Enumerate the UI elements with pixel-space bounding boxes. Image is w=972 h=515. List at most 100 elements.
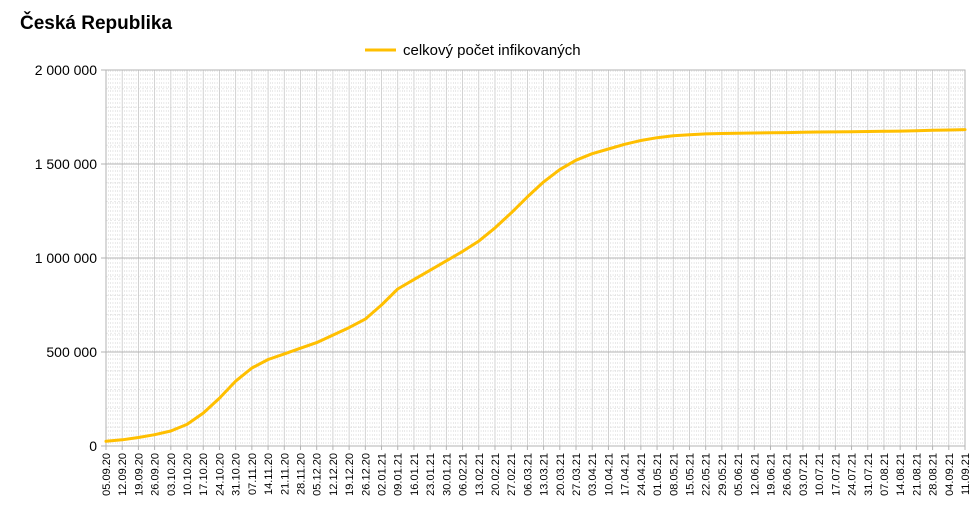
x-tick-label: 12.06.21	[749, 453, 761, 496]
x-tick-label: 30.01.21	[441, 453, 453, 496]
data-point	[640, 139, 642, 142]
x-tick-label: 26.09.20	[150, 453, 162, 496]
data-point	[704, 133, 707, 135]
x-tick-label: 28.11.20	[295, 453, 307, 495]
data-point	[559, 168, 561, 171]
data-point	[964, 128, 966, 131]
x-tick-label: 17.04.21	[620, 453, 632, 496]
data-point	[737, 132, 739, 134]
x-tick-label: 13.03.21	[539, 453, 551, 496]
data-point	[818, 131, 820, 133]
x-tick-label: 05.12.20	[312, 453, 324, 496]
x-tick-label: 28.08.21	[928, 453, 940, 496]
x-tick-label: 26.06.21	[782, 453, 794, 496]
data-point	[234, 380, 237, 382]
data-point	[623, 143, 626, 146]
data-point	[218, 397, 221, 399]
data-point	[899, 130, 901, 132]
chart-title: Česká Republika	[20, 12, 172, 34]
x-tick-label: 10.04.21	[603, 453, 615, 496]
data-point	[251, 367, 253, 369]
data-point	[721, 132, 723, 135]
data-point	[883, 130, 885, 133]
series-line	[104, 128, 967, 443]
x-tick-label: 03.10.20	[166, 453, 178, 496]
x-tick-label: 21.11.20	[279, 453, 291, 495]
x-tick-label: 01.05.21	[652, 453, 664, 496]
x-tick-label: 19.09.20	[133, 453, 145, 496]
data-point	[510, 212, 512, 214]
x-tick-label: 17.07.21	[830, 453, 842, 496]
y-tick-label: 500 000	[46, 344, 97, 360]
data-point	[672, 135, 675, 137]
data-point	[267, 358, 269, 361]
data-point	[542, 181, 545, 183]
y-tick-label: 0	[89, 438, 97, 454]
y-tick-label: 1 000 000	[35, 250, 97, 266]
x-tick-label: 24.04.21	[636, 453, 648, 496]
data-point	[332, 334, 334, 336]
x-tick-label: 03.04.21	[587, 453, 599, 496]
data-point	[186, 423, 188, 426]
data-point	[834, 131, 837, 133]
data-point	[915, 129, 918, 132]
x-tick-label: 06.03.21	[522, 453, 534, 496]
data-point	[866, 130, 869, 133]
y-tick-label: 2 000 000	[35, 62, 97, 78]
x-tick-label: 07.11.20	[247, 453, 259, 495]
x-tick-label: 20.02.21	[490, 453, 502, 496]
data-point	[494, 227, 496, 229]
x-tick-label: 14.11.20	[263, 453, 275, 495]
x-tick-label: 07.08.21	[879, 453, 891, 496]
data-point	[769, 131, 772, 134]
x-tick-label: 22.05.21	[701, 453, 713, 496]
x-tick-label: 04.09.21	[944, 453, 956, 496]
data-point	[947, 129, 950, 131]
x-tick-label: 02.01.21	[377, 453, 389, 496]
data-point	[656, 136, 658, 139]
grid-minor-horizontal	[106, 88, 965, 428]
data-point	[850, 130, 853, 133]
x-tick-label: 21.08.21	[911, 453, 923, 496]
y-tick-label: 1 500 000	[35, 156, 97, 172]
x-tick-label: 31.10.20	[231, 453, 243, 496]
data-point	[121, 438, 124, 441]
x-tick-label: 06.02.21	[458, 453, 470, 496]
x-tick-label: 24.10.20	[214, 453, 226, 496]
x-tick-label: 20.03.21	[555, 453, 567, 496]
data-point	[380, 304, 383, 306]
data-point	[299, 347, 302, 350]
data-point	[364, 318, 367, 320]
data-point	[753, 132, 756, 134]
x-tick-label: 12.12.20	[328, 453, 340, 496]
x-tick-label: 24.07.21	[847, 453, 859, 496]
data-point	[315, 341, 318, 344]
x-tick-label: 05.09.20	[101, 453, 113, 496]
x-tick-label: 31.07.21	[863, 453, 875, 496]
data-point	[137, 436, 140, 439]
data-point	[283, 353, 286, 355]
x-tick-label: 03.07.21	[798, 453, 810, 496]
y-axis: 0 500 000 1 000 000 1 500 000 2 000 000	[35, 62, 106, 454]
data-point	[931, 129, 934, 132]
x-tick-label: 10.07.21	[814, 453, 826, 496]
data-point	[105, 440, 107, 443]
x-tick-label: 10.10.20	[182, 453, 194, 496]
x-tick-label: 13.02.21	[474, 453, 486, 496]
data-point	[348, 326, 350, 329]
data-point	[575, 159, 577, 162]
data-point	[170, 430, 172, 432]
x-tick-label: 17.10.20	[198, 453, 210, 496]
data-point	[591, 152, 594, 155]
x-tick-label: 12.09.20	[117, 453, 129, 496]
x-tick-label: 27.03.21	[571, 453, 583, 496]
data-point	[526, 196, 529, 198]
x-tick-label: 05.06.21	[733, 453, 745, 496]
data-point	[153, 433, 156, 436]
data-point	[461, 250, 464, 253]
x-tick-label: 23.01.21	[425, 453, 437, 496]
x-tick-label: 16.01.21	[409, 453, 421, 496]
x-tick-label: 15.05.21	[684, 453, 696, 496]
x-tick-label: 09.01.21	[393, 453, 405, 496]
